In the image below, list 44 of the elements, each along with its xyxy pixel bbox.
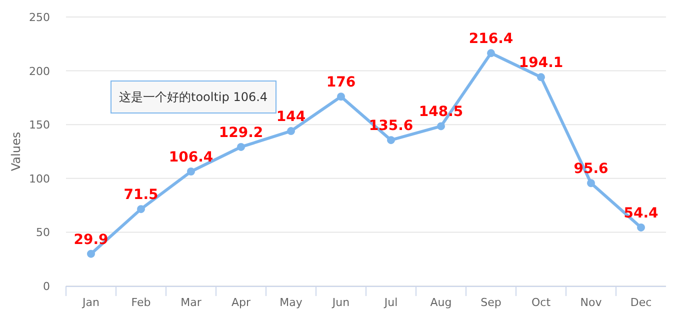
x-tick-label: Nov bbox=[580, 296, 602, 309]
data-label: 71.5 bbox=[124, 187, 158, 204]
point bbox=[437, 122, 445, 130]
data-label: 216.4 bbox=[468, 31, 514, 48]
x-tick-label: May bbox=[280, 296, 303, 309]
data-label: 29.9 bbox=[74, 232, 108, 248]
data-label: 148.5 bbox=[418, 104, 464, 120]
y-tick-label: 100 bbox=[29, 172, 50, 186]
x-tick-label: Dec bbox=[630, 296, 652, 309]
point bbox=[137, 205, 145, 214]
x-tick-label: Apr bbox=[231, 296, 251, 309]
data-label: 106.4 bbox=[168, 150, 214, 166]
point bbox=[237, 142, 245, 151]
y-tick-label: 150 bbox=[29, 118, 50, 132]
y-tick-label: 50 bbox=[36, 226, 50, 240]
point bbox=[337, 92, 345, 101]
annotation: 这是一个好的tooltip 106.4 bbox=[119, 90, 268, 104]
point bbox=[487, 49, 495, 58]
x-tick-label: Mar bbox=[180, 296, 202, 309]
point bbox=[187, 168, 195, 176]
point bbox=[537, 73, 545, 82]
point bbox=[387, 136, 395, 144]
x-tick-label: Sep bbox=[480, 296, 502, 309]
x-tick-label: Jun bbox=[331, 296, 350, 309]
y-tick-label: 0 bbox=[43, 280, 50, 293]
data-label: 144 bbox=[276, 109, 306, 126]
data-label: 54.4 bbox=[624, 205, 659, 222]
data-label: 129.2 bbox=[218, 124, 264, 141]
y-axis-title: Values bbox=[9, 132, 23, 172]
point bbox=[587, 179, 595, 188]
x-tick-label: Jul bbox=[383, 296, 398, 309]
data-label: 135.6 bbox=[368, 118, 414, 134]
data-label: 194.1 bbox=[518, 55, 564, 72]
x-tick-label: Jan bbox=[82, 296, 100, 309]
y-tick-label: 250 bbox=[29, 11, 50, 24]
point bbox=[287, 127, 295, 136]
point bbox=[637, 223, 645, 232]
x-tick-label: Oct bbox=[531, 296, 552, 309]
point bbox=[87, 250, 95, 258]
data-label: 176 bbox=[326, 74, 356, 91]
x-tick-label: Feb bbox=[131, 296, 151, 309]
x-tick-label: Aug bbox=[430, 296, 452, 309]
y-tick-label: 200 bbox=[29, 64, 50, 78]
data-label: 95.6 bbox=[574, 161, 608, 178]
